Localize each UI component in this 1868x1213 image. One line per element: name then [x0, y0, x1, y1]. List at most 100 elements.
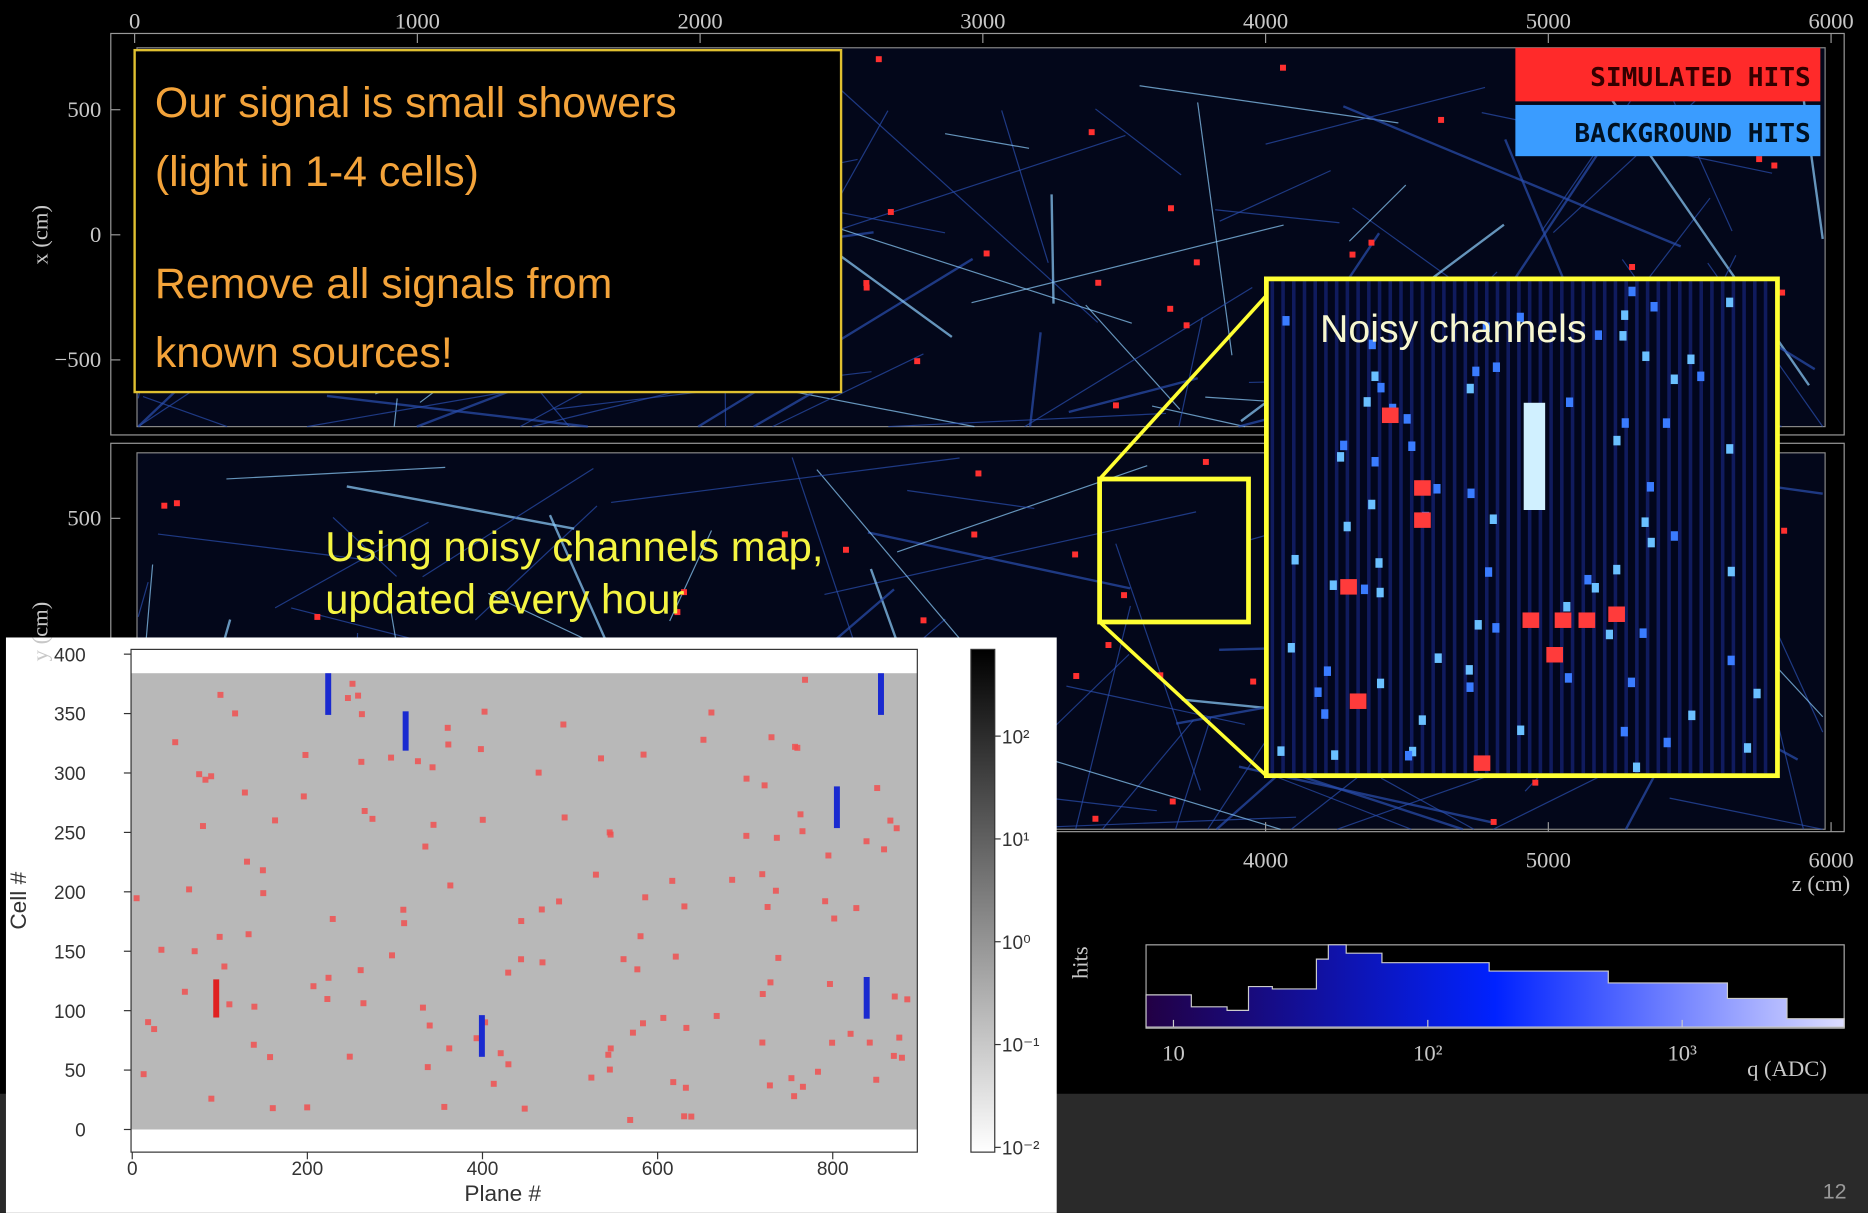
hit: [518, 918, 524, 924]
hit: [1688, 711, 1695, 721]
hit: [767, 1082, 773, 1088]
tick-label: 10³: [1667, 1040, 1697, 1065]
hit: [202, 777, 208, 783]
axis-label: z (cm): [1792, 871, 1850, 896]
tick-label: 10²: [1002, 727, 1030, 748]
hit: [1650, 302, 1657, 312]
hit: [1377, 679, 1384, 689]
hit: [1371, 372, 1378, 382]
hit: [588, 1075, 594, 1081]
hit: [1408, 441, 1415, 451]
hit: [232, 710, 238, 716]
hit: [863, 280, 869, 286]
hit: [536, 770, 542, 776]
noisy-channel: [213, 979, 219, 1017]
hit: [1640, 628, 1647, 638]
hit: [681, 903, 687, 909]
hit: [324, 996, 330, 1002]
callout-text: known sources!: [155, 329, 453, 377]
hit: [1642, 517, 1649, 527]
hit: [360, 1000, 366, 1006]
hit: [431, 822, 437, 828]
hit: [1566, 397, 1573, 407]
hit: [196, 771, 202, 777]
hit: [355, 693, 361, 699]
hit: [1687, 355, 1694, 365]
hit: [505, 1061, 511, 1067]
hit: [330, 916, 336, 922]
hit: [389, 952, 395, 958]
hit: [1438, 117, 1444, 123]
hit: [598, 755, 604, 761]
hit: [1642, 351, 1649, 361]
hit: [894, 825, 900, 831]
hit: [1337, 452, 1344, 462]
hit: [244, 859, 250, 865]
hit: [621, 956, 627, 962]
hit: [1194, 259, 1200, 265]
tick-label: 100: [54, 1002, 86, 1023]
hit: [1633, 763, 1640, 773]
hit: [1377, 383, 1384, 393]
callout-text: Remove all signals from: [155, 260, 613, 308]
hit: [1368, 240, 1374, 246]
hit: [540, 959, 546, 965]
hit: [791, 1093, 797, 1099]
hit: [1629, 264, 1635, 270]
hit: [1592, 583, 1599, 593]
hit: [1377, 588, 1384, 598]
hit: [326, 975, 332, 981]
hit: [1779, 290, 1785, 296]
hit: [539, 906, 545, 912]
hit: [683, 1025, 689, 1031]
hit: [480, 817, 486, 823]
hit: [1493, 362, 1500, 372]
hit: [1728, 656, 1735, 666]
tick-label: 50: [65, 1061, 86, 1082]
hit: [760, 991, 766, 997]
hit: [350, 681, 356, 687]
hit: [358, 759, 364, 765]
tick-label: 0: [129, 9, 140, 34]
hit: [714, 1013, 720, 1019]
hit: [670, 1079, 676, 1085]
hit: [182, 989, 188, 995]
hit: [1277, 746, 1284, 756]
hit: [1490, 514, 1497, 524]
hit: [441, 1104, 447, 1110]
hit: [744, 776, 750, 782]
hit: [1072, 551, 1078, 557]
hit: [1282, 316, 1289, 326]
tick-label: 10⁻²: [1002, 1139, 1040, 1160]
hit: [642, 894, 648, 900]
hit: [430, 764, 436, 770]
hit: [876, 56, 882, 62]
hit: [1619, 331, 1626, 341]
hit: [161, 503, 167, 509]
hit: [1523, 612, 1540, 627]
hit: [1628, 678, 1635, 688]
hit: [425, 1064, 431, 1070]
hit: [1771, 163, 1777, 169]
hit: [267, 1054, 273, 1060]
noisy-channel: [403, 711, 409, 750]
noisy-channel: [325, 673, 331, 715]
hit: [1647, 482, 1654, 492]
hit: [1532, 780, 1538, 786]
hit: [134, 895, 140, 901]
hit: [482, 709, 488, 715]
hit: [1756, 156, 1762, 162]
hit: [1608, 607, 1625, 622]
hit: [874, 785, 880, 791]
hit: [562, 814, 568, 820]
hit: [608, 1045, 614, 1051]
hit: [251, 1042, 257, 1048]
hit: [347, 1054, 353, 1060]
zoom-label: Noisy channels: [1320, 307, 1586, 351]
hit: [345, 695, 351, 701]
hit: [1517, 726, 1524, 736]
hit: [270, 1105, 276, 1111]
hit: [174, 500, 180, 506]
hit: [359, 711, 365, 717]
hit: [1726, 298, 1733, 308]
